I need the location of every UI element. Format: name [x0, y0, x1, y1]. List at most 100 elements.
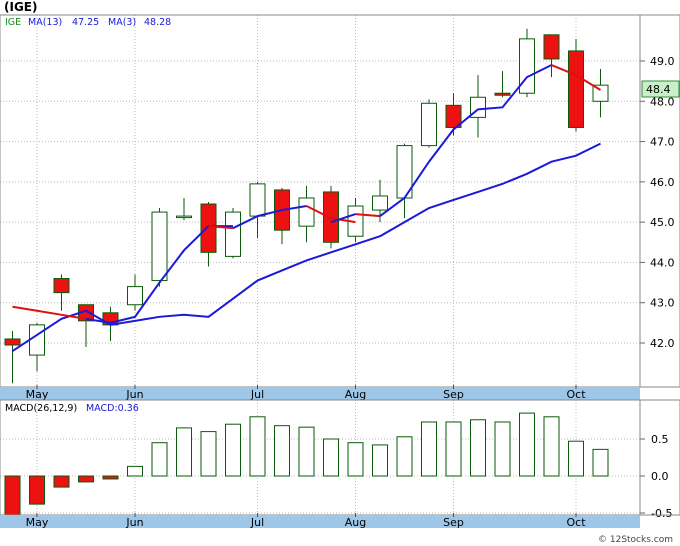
- candle-up: [519, 28, 535, 98]
- candle-body: [592, 84, 609, 102]
- candle-up: [249, 181, 266, 239]
- legend-ma13-value: 47.25: [72, 17, 99, 28]
- legend-ma3-value: 48.28: [144, 17, 171, 28]
- macd-bar-negative: [102, 475, 119, 480]
- ma3-line-segment: [12, 305, 87, 320]
- macd-bar-negative: [53, 475, 70, 488]
- macd-bar-positive: [519, 412, 535, 477]
- moving-averages: [11, 64, 602, 352]
- macd-bar-positive: [396, 436, 413, 477]
- last-price-box: [641, 80, 680, 98]
- macd-month-band: [0, 515, 640, 528]
- macd-bar-positive: [225, 423, 241, 477]
- macd-bar-positive: [176, 427, 192, 477]
- candle-down: [494, 71, 511, 98]
- macd-legend-label: MACD(26,12,9): [5, 403, 77, 414]
- ma3-line-segment: [232, 205, 307, 230]
- candle-down: [200, 202, 217, 267]
- price-y-tick-label: 49.0: [650, 55, 675, 68]
- candle-up: [592, 69, 609, 118]
- macd-y-tick-label: 0.0: [651, 470, 669, 483]
- candle-body: [494, 92, 511, 96]
- candle-up: [225, 208, 241, 259]
- price-month-labels: May Jun Jul Aug Sep Oct: [26, 385, 586, 401]
- macd-legend-value: MACD:0.36: [86, 403, 139, 414]
- price-y-tick-label: 43.0: [650, 297, 675, 310]
- price-y-tick-label: 46.0: [650, 176, 675, 189]
- legend-ticker: IGE: [5, 17, 21, 28]
- macd-y-tick-label: 0.5: [651, 433, 669, 446]
- candle-body: [298, 197, 315, 227]
- candle-body: [200, 203, 217, 253]
- month-label: Aug: [345, 516, 366, 529]
- candle-body: [249, 183, 266, 217]
- legend-ma3-label: MA(3): [108, 17, 136, 28]
- macd-legend: MACD(26,12,9) MACD:0.36: [5, 403, 139, 414]
- candle-body: [568, 50, 584, 128]
- ma3-line-segment: [306, 205, 356, 224]
- month-label: Oct: [566, 516, 586, 529]
- month-label: Jul: [250, 388, 264, 401]
- month-label: Sep: [443, 388, 464, 401]
- candle-body: [372, 195, 388, 211]
- macd-histogram: [4, 412, 609, 518]
- last-price-tag: 48.4: [641, 80, 680, 98]
- month-label: Oct: [566, 388, 586, 401]
- ma13-line: [11, 142, 601, 352]
- candle-up: [127, 274, 143, 311]
- price-y-axis: 42.0 43.0 44.0 45.0 46.0 47.0 48.0 49.0: [640, 55, 675, 350]
- candle-body: [53, 278, 70, 294]
- candle-down: [543, 34, 560, 78]
- macd-y-tick-label: -0.5: [651, 507, 672, 520]
- month-label: Jun: [125, 388, 143, 401]
- candle-body: [127, 286, 143, 306]
- candle-body: [543, 34, 560, 60]
- price-axis-frame: [639, 14, 680, 388]
- price-y-tick-label: 44.0: [650, 256, 675, 269]
- macd-bar-positive: [127, 465, 143, 477]
- macd-bar-positive: [470, 419, 486, 477]
- candle-body: [151, 211, 168, 282]
- macd-bar-positive: [200, 431, 217, 477]
- price-legend: IGE MA(13) 47.25 MA(3) 48.28: [5, 17, 171, 28]
- chart-title: (IGE): [4, 0, 37, 14]
- month-label: Aug: [345, 388, 366, 401]
- ma3-line-segment: [330, 213, 356, 224]
- ma3-line-segment: [208, 225, 234, 230]
- candle-up: [151, 208, 168, 287]
- month-label: Sep: [443, 516, 464, 529]
- price-y-tick-label: 45.0: [650, 216, 675, 229]
- macd-bar-positive: [592, 448, 609, 477]
- price-y-tick-label: 47.0: [650, 136, 675, 149]
- watermark: © 12Stocks.com: [598, 535, 673, 545]
- macd-bar-positive: [543, 416, 560, 477]
- macd-bar-positive: [274, 425, 290, 477]
- candle-down: [53, 274, 70, 311]
- macd-axis-frame: [639, 399, 680, 516]
- macd-bar-positive: [494, 421, 511, 477]
- macd-bar-positive: [323, 438, 339, 477]
- macd-bar-positive: [151, 442, 168, 477]
- ma3-line-segment: [379, 64, 552, 217]
- macd-bar-positive: [298, 426, 315, 477]
- candle-body: [4, 338, 21, 346]
- macd-bar-positive: [347, 442, 364, 477]
- price-month-band: [0, 387, 640, 400]
- month-label: Jun: [125, 516, 143, 529]
- candle-up: [298, 185, 315, 243]
- macd-bar-negative: [29, 475, 45, 505]
- macd-panel: 0.5 0.0 -0.5 MACD(26,12,9) MACD:0.36: [0, 399, 680, 520]
- month-label: May: [26, 388, 49, 401]
- month-label: May: [26, 516, 49, 529]
- macd-bar-positive: [421, 421, 437, 477]
- price-panel: 42.0 43.0 44.0 45.0 46.0 47.0 48.0 49.0 (IGE) I…: [0, 0, 680, 388]
- ma3-line-segment: [355, 213, 381, 218]
- macd-bar-positive: [249, 416, 266, 477]
- candle-down: [568, 38, 584, 132]
- macd-bar-negative: [4, 475, 21, 518]
- candle-up: [421, 99, 437, 148]
- candle-body: [445, 104, 462, 128]
- macd-month-labels: May Jun Jul Aug Sep Oct: [26, 513, 586, 529]
